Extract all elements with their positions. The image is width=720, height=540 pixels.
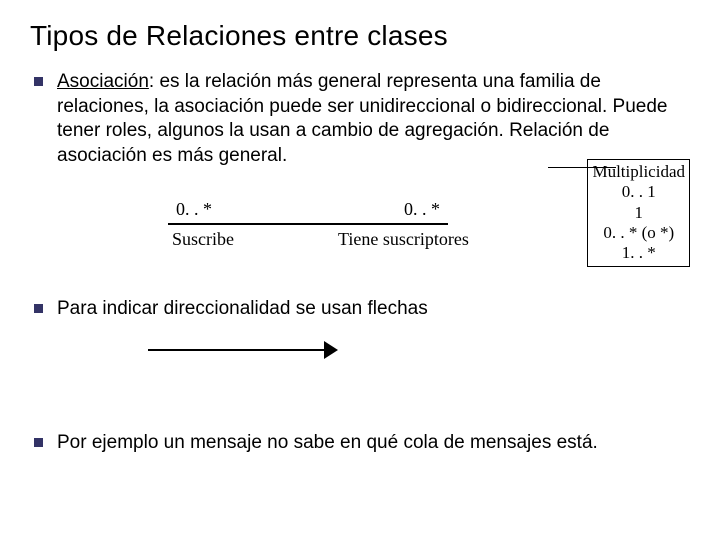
bullet-item-1: Asociación: es la relación más general r… <box>30 70 690 169</box>
slide-title: Tipos de Relaciones entre clases <box>30 20 690 52</box>
mult-box-row3: 0. . * (o *) <box>592 223 685 243</box>
right-multiplicity: 0. . * <box>404 199 440 220</box>
connector-line <box>548 167 616 168</box>
arrow-line <box>148 349 328 351</box>
bullet-text-2: Para indicar direccionalidad se usan fle… <box>57 297 690 322</box>
bullet-item-3: Por ejemplo un mensaje no sabe en qué co… <box>30 431 690 456</box>
bullet-text-1: Asociación: es la relación más general r… <box>57 70 690 169</box>
square-bullet-icon <box>34 304 43 313</box>
bullet-item-2: Para indicar direccionalidad se usan fle… <box>30 297 690 322</box>
bullet-1-rest: : es la relación más general representa … <box>57 71 668 166</box>
bullet-text-3: Por ejemplo un mensaje no sabe en qué co… <box>57 431 690 456</box>
mult-box-row2: 1 <box>592 203 685 223</box>
term-asociacion: Asociación <box>57 71 149 92</box>
association-diagram: Multiplicidad 0. . 1 1 0. . * (o *) 1. .… <box>48 177 690 287</box>
direction-arrow-diagram <box>48 331 690 401</box>
arrow-head-icon <box>324 341 338 359</box>
mult-box-title: Multiplicidad <box>592 162 685 182</box>
mult-box-row4: 1. . * <box>592 243 685 263</box>
association-line <box>168 223 448 225</box>
multiplicity-box: Multiplicidad 0. . 1 1 0. . * (o *) 1. .… <box>587 159 690 267</box>
square-bullet-icon <box>34 438 43 447</box>
mult-box-row1: 0. . 1 <box>592 182 685 202</box>
left-multiplicity: 0. . * <box>176 199 212 220</box>
left-role: Suscribe <box>172 229 234 250</box>
square-bullet-icon <box>34 77 43 86</box>
right-role: Tiene suscriptores <box>338 229 469 250</box>
